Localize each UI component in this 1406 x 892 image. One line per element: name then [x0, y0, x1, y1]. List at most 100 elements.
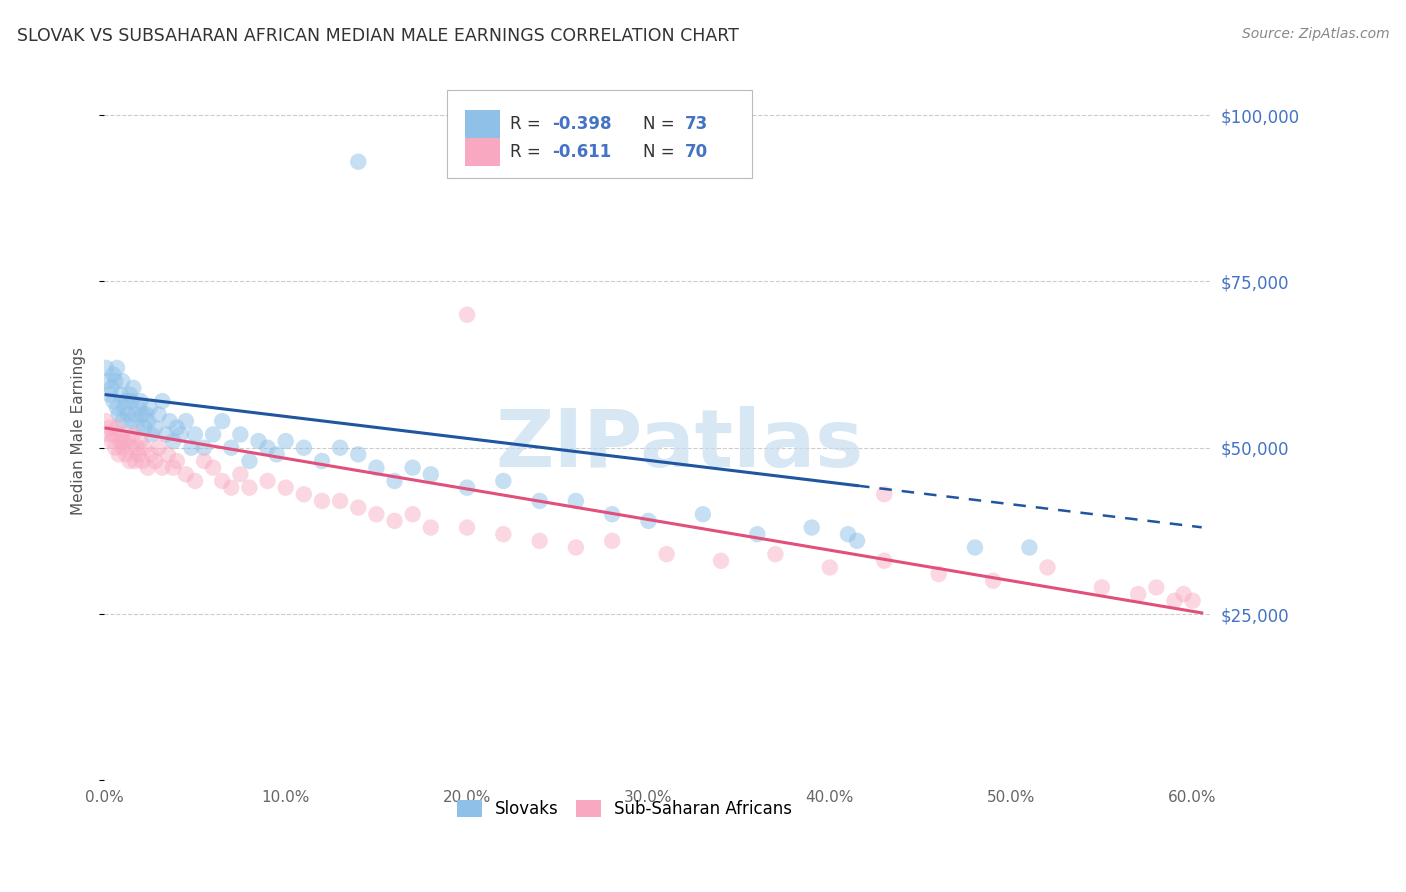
Point — [129, 394, 152, 409]
Point — [211, 414, 233, 428]
Point — [202, 427, 225, 442]
Point — [928, 567, 950, 582]
Text: Source: ZipAtlas.com: Source: ZipAtlas.com — [1241, 27, 1389, 41]
Point — [115, 394, 138, 409]
Point — [105, 360, 128, 375]
Point — [118, 387, 141, 401]
Point — [98, 387, 121, 401]
Point — [162, 460, 184, 475]
Point — [100, 381, 122, 395]
Point — [384, 474, 406, 488]
Point — [266, 447, 288, 461]
Point — [1144, 581, 1167, 595]
Point — [124, 408, 146, 422]
Point — [166, 421, 188, 435]
Point — [1091, 581, 1114, 595]
Point — [247, 434, 270, 448]
Point — [492, 474, 515, 488]
Point — [112, 401, 135, 415]
Point — [141, 447, 163, 461]
Point — [94, 360, 117, 375]
Point — [419, 520, 441, 534]
Point — [122, 381, 145, 395]
Point — [111, 414, 134, 428]
Point — [256, 441, 278, 455]
Point — [219, 481, 242, 495]
Point — [184, 427, 207, 442]
Point — [125, 421, 148, 435]
Point — [103, 427, 125, 442]
Point — [193, 454, 215, 468]
Point — [366, 460, 388, 475]
Point — [100, 434, 122, 448]
Point — [174, 414, 197, 428]
Text: R =: R = — [510, 115, 547, 133]
Point — [162, 434, 184, 448]
Point — [131, 408, 153, 422]
Point — [138, 401, 160, 415]
Point — [347, 500, 370, 515]
Point — [112, 434, 135, 448]
Point — [1018, 541, 1040, 555]
Point — [981, 574, 1004, 588]
Point — [111, 441, 134, 455]
Legend: Slovaks, Sub-Saharan Africans: Slovaks, Sub-Saharan Africans — [450, 793, 799, 824]
Point — [97, 427, 120, 442]
Text: 73: 73 — [685, 115, 709, 133]
Point — [202, 460, 225, 475]
Point — [107, 408, 129, 422]
Text: -0.398: -0.398 — [553, 115, 612, 133]
Text: R =: R = — [510, 143, 547, 161]
Point — [104, 374, 127, 388]
Point — [311, 454, 333, 468]
Point — [159, 414, 181, 428]
Point — [529, 533, 551, 548]
Point — [1173, 587, 1195, 601]
Point — [193, 441, 215, 455]
Point — [105, 401, 128, 415]
Point — [169, 427, 191, 442]
Point — [129, 434, 152, 448]
Point — [105, 421, 128, 435]
Point — [637, 514, 659, 528]
Point — [131, 454, 153, 468]
Point — [873, 554, 896, 568]
Point — [600, 533, 623, 548]
Point — [384, 514, 406, 528]
Text: ZIPatlas: ZIPatlas — [495, 406, 863, 484]
Point — [174, 467, 197, 482]
Point — [150, 394, 173, 409]
Point — [180, 441, 202, 455]
Point — [710, 554, 733, 568]
Point — [419, 467, 441, 482]
Point — [837, 527, 859, 541]
Point — [347, 154, 370, 169]
Text: -0.611: -0.611 — [553, 143, 612, 161]
FancyBboxPatch shape — [447, 90, 752, 178]
Point — [117, 434, 139, 448]
Point — [456, 481, 478, 495]
Point — [873, 487, 896, 501]
Point — [121, 441, 143, 455]
Point — [229, 427, 252, 442]
Point — [117, 408, 139, 422]
Point — [103, 368, 125, 382]
Point — [600, 508, 623, 522]
Point — [135, 408, 157, 422]
Point — [329, 494, 352, 508]
Point — [110, 387, 132, 401]
Point — [963, 541, 986, 555]
Point — [148, 441, 170, 455]
Point — [98, 421, 121, 435]
Point — [148, 408, 170, 422]
Point — [846, 533, 869, 548]
Point — [184, 474, 207, 488]
Text: SLOVAK VS SUBSAHARAN AFRICAN MEDIAN MALE EARNINGS CORRELATION CHART: SLOVAK VS SUBSAHARAN AFRICAN MEDIAN MALE… — [17, 27, 738, 45]
Point — [118, 454, 141, 468]
Point — [401, 460, 423, 475]
Point — [456, 520, 478, 534]
Point — [311, 494, 333, 508]
Point — [800, 520, 823, 534]
Point — [229, 467, 252, 482]
Point — [274, 481, 297, 495]
